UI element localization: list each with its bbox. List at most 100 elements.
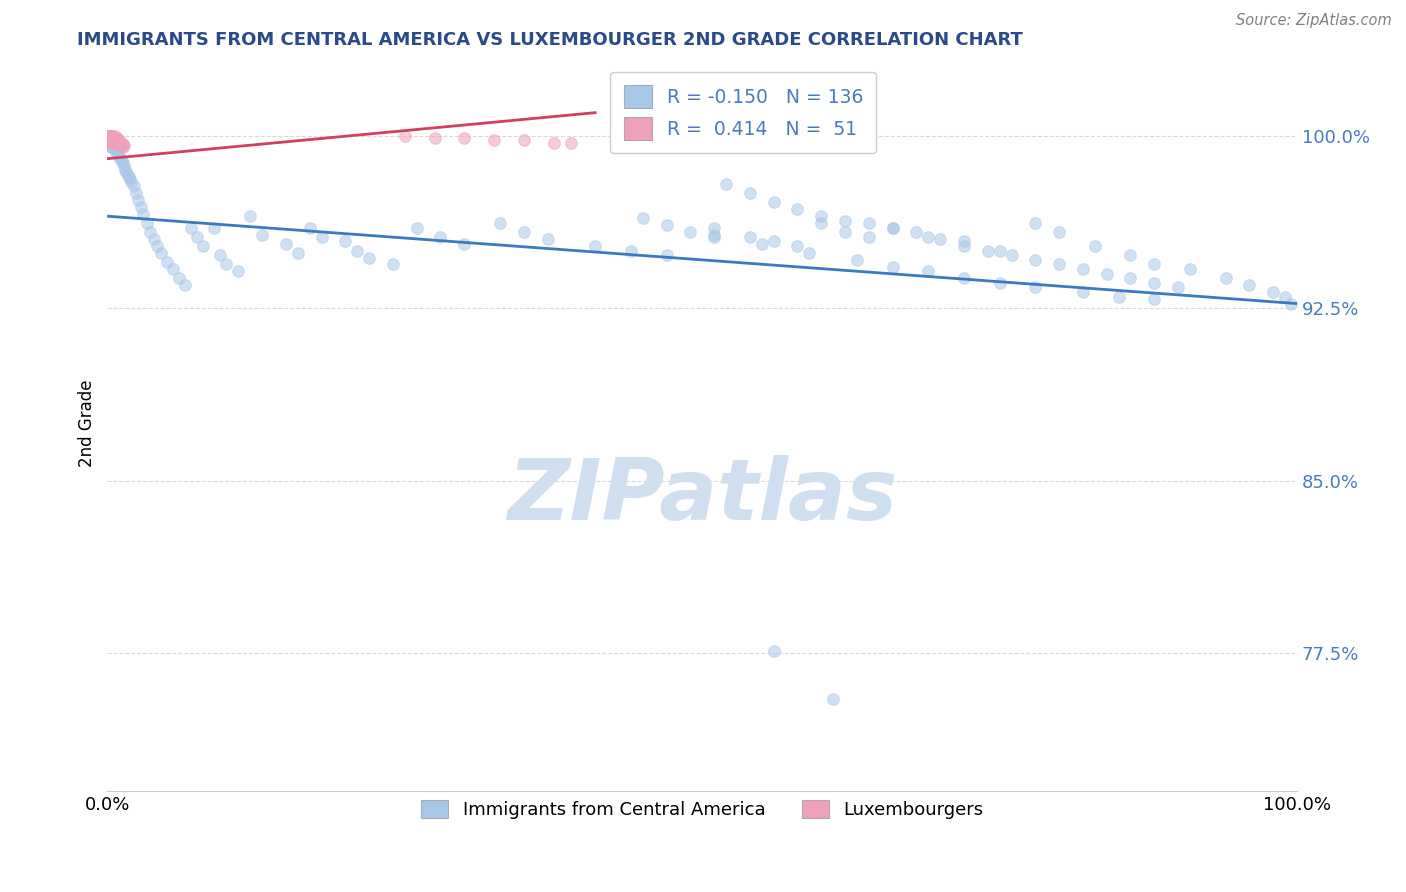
- Point: [105, 145, 128, 159]
- Point: [103, 133, 125, 147]
- Point: [100, 133, 122, 147]
- Point: [156, 255, 179, 269]
- Point: [953, 235, 976, 249]
- Point: [101, 133, 124, 147]
- Point: [101, 136, 124, 150]
- Point: [118, 170, 141, 185]
- Point: [103, 143, 125, 157]
- Point: [1119, 248, 1142, 262]
- Point: [858, 230, 880, 244]
- Point: [139, 225, 162, 239]
- Point: [703, 230, 725, 244]
- Point: [1047, 258, 1070, 272]
- Point: [703, 220, 725, 235]
- Point: [513, 225, 536, 239]
- Point: [1167, 280, 1189, 294]
- Point: [111, 140, 134, 154]
- Point: [107, 147, 129, 161]
- Point: [108, 133, 131, 147]
- Point: [110, 136, 132, 150]
- Point: [988, 244, 1011, 258]
- Point: [117, 168, 139, 182]
- Point: [97, 128, 120, 143]
- Point: [810, 209, 832, 223]
- Point: [101, 136, 124, 150]
- Point: [405, 220, 427, 235]
- Point: [917, 264, 939, 278]
- Point: [104, 131, 127, 145]
- Point: [423, 131, 446, 145]
- Point: [536, 232, 558, 246]
- Point: [917, 230, 939, 244]
- Point: [287, 246, 309, 260]
- Point: [173, 278, 195, 293]
- Point: [101, 131, 124, 145]
- Point: [114, 163, 136, 178]
- Point: [1143, 258, 1166, 272]
- Point: [101, 133, 124, 147]
- Point: [346, 244, 368, 258]
- Point: [311, 230, 333, 244]
- Point: [103, 131, 125, 145]
- Point: [98, 133, 121, 147]
- Point: [929, 232, 952, 246]
- Point: [110, 152, 132, 166]
- Point: [162, 262, 184, 277]
- Point: [98, 131, 121, 145]
- Point: [100, 131, 122, 145]
- Point: [209, 248, 232, 262]
- Point: [834, 225, 856, 239]
- Text: ZIPatlas: ZIPatlas: [508, 455, 897, 539]
- Point: [120, 175, 142, 189]
- Point: [105, 133, 128, 147]
- Point: [98, 131, 121, 145]
- Point: [103, 140, 125, 154]
- Point: [810, 216, 832, 230]
- Point: [953, 271, 976, 285]
- Point: [100, 136, 122, 150]
- Point: [103, 136, 125, 150]
- Point: [101, 140, 124, 154]
- Point: [149, 246, 172, 260]
- Point: [103, 128, 125, 143]
- Point: [762, 235, 785, 249]
- Point: [988, 276, 1011, 290]
- Point: [429, 230, 451, 244]
- Point: [100, 140, 122, 154]
- Point: [112, 137, 135, 152]
- Point: [108, 136, 131, 150]
- Point: [298, 220, 321, 235]
- Point: [111, 153, 134, 168]
- Point: [1024, 216, 1046, 230]
- Point: [858, 216, 880, 230]
- Point: [1024, 252, 1046, 267]
- Point: [101, 131, 124, 145]
- Point: [103, 128, 125, 143]
- Point: [714, 177, 737, 191]
- Point: [882, 260, 904, 274]
- Point: [100, 128, 122, 143]
- Point: [98, 128, 121, 143]
- Text: IMMIGRANTS FROM CENTRAL AMERICA VS LUXEMBOURGER 2ND GRADE CORRELATION CHART: IMMIGRANTS FROM CENTRAL AMERICA VS LUXEM…: [77, 31, 1024, 49]
- Point: [97, 128, 120, 143]
- Point: [1108, 290, 1130, 304]
- Point: [953, 239, 976, 253]
- Point: [1143, 292, 1166, 306]
- Point: [799, 246, 821, 260]
- Point: [620, 244, 643, 258]
- Point: [111, 137, 134, 152]
- Point: [107, 136, 129, 150]
- Point: [122, 179, 145, 194]
- Point: [100, 131, 122, 145]
- Point: [103, 137, 125, 152]
- Point: [1024, 280, 1046, 294]
- Point: [132, 207, 155, 221]
- Point: [204, 220, 226, 235]
- Point: [882, 220, 904, 235]
- Point: [1279, 296, 1302, 310]
- Point: [97, 128, 120, 143]
- Point: [100, 137, 122, 152]
- Point: [125, 186, 148, 201]
- Point: [1263, 285, 1285, 299]
- Point: [703, 227, 725, 242]
